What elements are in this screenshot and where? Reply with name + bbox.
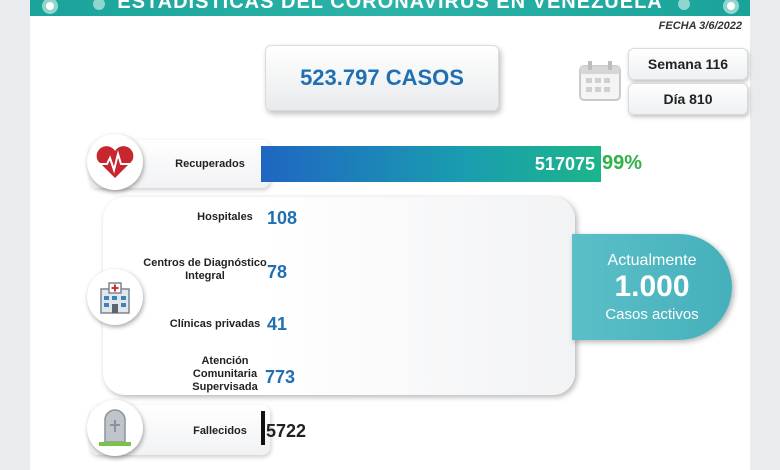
total-cases-box: 523.797 CASOS — [265, 45, 499, 111]
day-badge: Día 810 — [628, 83, 748, 115]
calendar-icon — [579, 61, 621, 101]
recovered-value: 517075 — [534, 153, 595, 174]
cdi-value: 78 — [267, 262, 288, 282]
clinicas-value: 41 — [267, 314, 288, 334]
cdi-label: Centros de Diagnóstico Integral — [143, 257, 267, 282]
total-cases-value: 523.797 CASOS — [300, 65, 464, 90]
hospitales-label: Hospitales — [197, 211, 253, 223]
recovered-label: Recuperados — [175, 158, 245, 170]
recovered-percent: 99% — [602, 152, 643, 174]
tombstone-icon — [99, 409, 131, 446]
virus-icon — [42, 0, 58, 14]
clinicas-label: Clínicas privadas — [169, 318, 261, 330]
title-banner: ESTADÍSTICAS DEL CORONAVIRUS EN VENEZUEL… — [30, 0, 750, 16]
deaths-value: 5722 — [266, 421, 307, 441]
report-date: FECHA 3/6/2022 — [658, 20, 742, 32]
recovered-icon-circle — [87, 134, 143, 190]
virus-icon — [723, 0, 739, 14]
recovered-bar: 517075 — [261, 146, 601, 182]
hospital-icon-circle — [87, 269, 143, 325]
acs-value: 773 — [265, 367, 296, 387]
hospitalization-values-panel — [262, 197, 575, 395]
acs-label: Atención Comunitaria Supervisada — [192, 355, 258, 393]
active-line3: Casos activos — [605, 306, 699, 323]
infographic: ESTADÍSTICAS DEL CORONAVIRUS EN VENEZUEL… — [30, 0, 750, 470]
banner-title: ESTADÍSTICAS DEL CORONAVIRUS EN VENEZUEL… — [117, 0, 663, 13]
heart-ecg-icon — [96, 146, 134, 178]
deaths-icon-circle — [87, 400, 143, 456]
virus-icon — [678, 0, 690, 10]
deaths-label: Fallecidos — [193, 425, 247, 437]
deaths-bar — [261, 411, 265, 445]
virus-icon — [93, 0, 105, 10]
active-line1: Actualmente — [607, 252, 697, 269]
active-cases-badge: Actualmente 1.000 Casos activos — [572, 234, 732, 340]
hospital-icon — [100, 282, 130, 314]
hospitales-value: 108 — [267, 208, 298, 228]
active-count: 1.000 — [614, 270, 690, 303]
week-badge: Semana 116 — [628, 48, 748, 80]
